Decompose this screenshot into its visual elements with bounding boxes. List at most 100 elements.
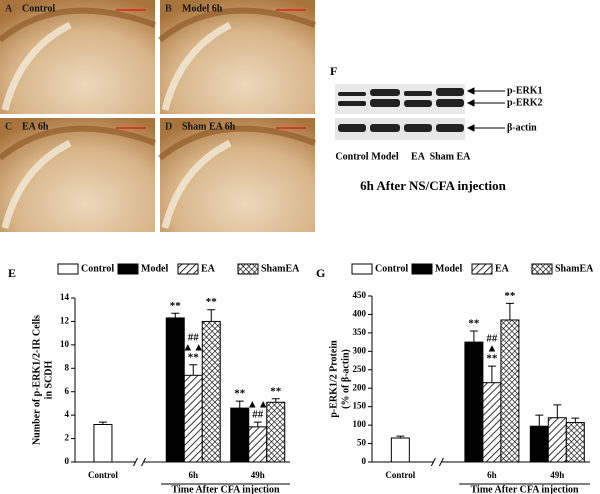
y-tick-label: 2 <box>65 433 70 443</box>
legend-swatch <box>57 263 79 275</box>
y-tick-label: 200 <box>353 382 367 392</box>
error-bar <box>189 364 198 376</box>
bar <box>201 320 221 463</box>
y-tick-label: 0 <box>362 456 367 466</box>
error-bar <box>98 421 107 425</box>
significance-mark: ** <box>270 385 282 397</box>
error-bar <box>235 400 244 409</box>
white-matter <box>1 139 72 229</box>
panel-letter: D <box>165 121 172 132</box>
x-axis-label: Time After CFA injection <box>471 484 579 494</box>
x-axis-label: Time After CFA injection <box>171 484 279 494</box>
bar <box>565 422 585 463</box>
bar <box>500 319 520 463</box>
legend-swatch <box>411 263 433 275</box>
significance-mark: ## <box>188 331 200 343</box>
y-tick-label: 400 <box>353 309 367 319</box>
tissue-edge <box>0 7 157 43</box>
y-tick-label: 14 <box>60 292 70 302</box>
y-tick-label: 100 <box>353 419 367 429</box>
panel-letter: G <box>316 266 325 280</box>
bar <box>266 401 286 463</box>
error-bar <box>535 414 544 427</box>
y-tick-label: 8 <box>65 362 70 372</box>
micrograph-label: Model 6h <box>182 3 223 14</box>
x-tick-label: 49h <box>251 470 265 480</box>
bands <box>338 88 464 132</box>
bar <box>165 317 185 463</box>
bar <box>183 374 203 463</box>
legend-label: ShamEA <box>261 263 300 274</box>
micrograph-label: Control <box>22 3 55 14</box>
error-bar <box>571 417 580 423</box>
western-blot <box>335 84 505 140</box>
y-tick-label: 300 <box>353 345 367 355</box>
white-matter <box>161 21 232 111</box>
micrograph-label: Sham EA 6h <box>182 121 236 132</box>
bar <box>248 426 268 463</box>
white-matter <box>161 139 232 229</box>
error-bar <box>207 309 216 322</box>
bar <box>93 424 113 463</box>
panel-letter: E <box>8 266 16 280</box>
panel-letter: B <box>165 3 172 14</box>
y-tick-label: 0 <box>65 456 70 466</box>
error-bar <box>171 312 180 318</box>
axis-break-gap <box>135 458 144 466</box>
panel-letter: C <box>5 121 12 132</box>
legend-swatch <box>237 263 259 275</box>
y-tick-label: 350 <box>353 327 367 337</box>
y-axis-label: in SCDH <box>43 360 54 399</box>
blot-arrows <box>466 87 505 132</box>
error-bar <box>505 302 514 320</box>
blot-caption: 6h After NS/CFA injection <box>360 178 507 193</box>
error-bar <box>396 435 405 439</box>
significance-mark: ** <box>170 300 182 312</box>
panel-letter: F <box>330 64 337 78</box>
legend-label: Model <box>435 263 462 274</box>
axis-break <box>430 457 444 467</box>
error-bar <box>469 330 478 343</box>
significance-mark: ** <box>486 353 498 365</box>
lane-label: Sham EA <box>430 151 472 162</box>
y-axis-label: (% of β-actin) <box>340 349 351 409</box>
y-tick-label: 450 <box>353 290 367 300</box>
significance-mark: ## <box>252 409 264 421</box>
legend-swatch <box>351 263 373 275</box>
tissue-edge <box>0 125 157 161</box>
significance-mark: ** <box>234 388 246 400</box>
x-tick-label: 6h <box>188 470 198 480</box>
axis-break <box>133 457 146 467</box>
micrograph-label: EA 6h <box>22 121 49 132</box>
legend-swatch <box>471 263 493 275</box>
tissue-edge <box>158 125 317 161</box>
lane-label: EA <box>411 151 426 162</box>
x-tick-label: Control <box>385 470 415 480</box>
legend-label: Control <box>81 263 114 274</box>
tissue-edge <box>158 7 317 43</box>
error-bar <box>553 404 562 418</box>
y-tick-label: 4 <box>65 409 70 419</box>
significance-mark: ▲▲ <box>247 399 269 411</box>
bar <box>230 407 250 463</box>
legend-swatch <box>531 263 553 275</box>
lane-label: Control <box>335 151 368 162</box>
band-label: p-ERK1 <box>507 85 543 96</box>
y-tick-label: 50 <box>357 438 367 448</box>
significance-mark: ** <box>468 318 480 330</box>
y-tick-label: 150 <box>353 401 367 411</box>
significance-mark: ** <box>206 296 218 308</box>
significance-mark: ** <box>188 351 200 363</box>
significance-mark: ## <box>486 333 498 345</box>
legend-swatch <box>177 263 199 275</box>
bar <box>529 425 549 463</box>
bar <box>547 417 567 463</box>
legend-label: Model <box>141 263 168 274</box>
panel-letter: A <box>5 3 13 14</box>
legend-label: EA <box>201 263 216 274</box>
legend-label: EA <box>495 263 510 274</box>
bar <box>464 341 484 463</box>
y-tick-label: 250 <box>353 364 367 374</box>
significance-mark: ▲▲ <box>182 341 204 353</box>
